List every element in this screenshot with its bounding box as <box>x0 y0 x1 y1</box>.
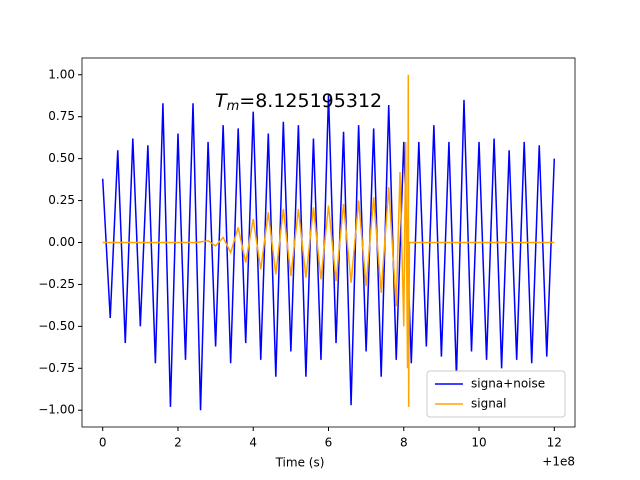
legend-label: signal <box>471 397 507 411</box>
series-line <box>101 94 556 411</box>
x-offset-label: +1e8 <box>542 455 575 469</box>
annotation-subscript: m <box>227 99 240 114</box>
legend-box <box>426 370 566 418</box>
annotation-text: =8.125195312 <box>239 90 382 112</box>
x-axis-label: Time (s) <box>275 456 325 470</box>
y-tick-label: −0.25 <box>38 277 75 291</box>
x-tick-label: 4 <box>249 436 257 450</box>
y-tick-label: 1.00 <box>48 67 75 81</box>
x-tick-label: 0 <box>99 436 107 450</box>
y-tick-label: 0.25 <box>48 193 75 207</box>
y-tick-label: 0.50 <box>48 151 75 165</box>
x-tick-label: 6 <box>325 436 333 450</box>
y-tick-label: 0.00 <box>48 235 75 249</box>
x-tick-label: 2 <box>174 436 182 450</box>
plot-frame <box>81 57 576 428</box>
y-tick-label: −0.75 <box>38 361 75 375</box>
legend-label: signa+noise <box>471 377 545 391</box>
y-tick-label: −0.50 <box>38 319 75 333</box>
x-tick-label: 10 <box>471 436 486 450</box>
series-line <box>102 74 555 407</box>
y-tick-label: −1.00 <box>38 403 75 417</box>
x-tick-label: 8 <box>400 436 408 450</box>
annotation-symbol: T <box>215 90 228 112</box>
x-tick-label: 12 <box>547 436 562 450</box>
annotation: Tm=8.125195312 <box>215 90 382 114</box>
y-tick-label: 0.75 <box>48 109 75 123</box>
